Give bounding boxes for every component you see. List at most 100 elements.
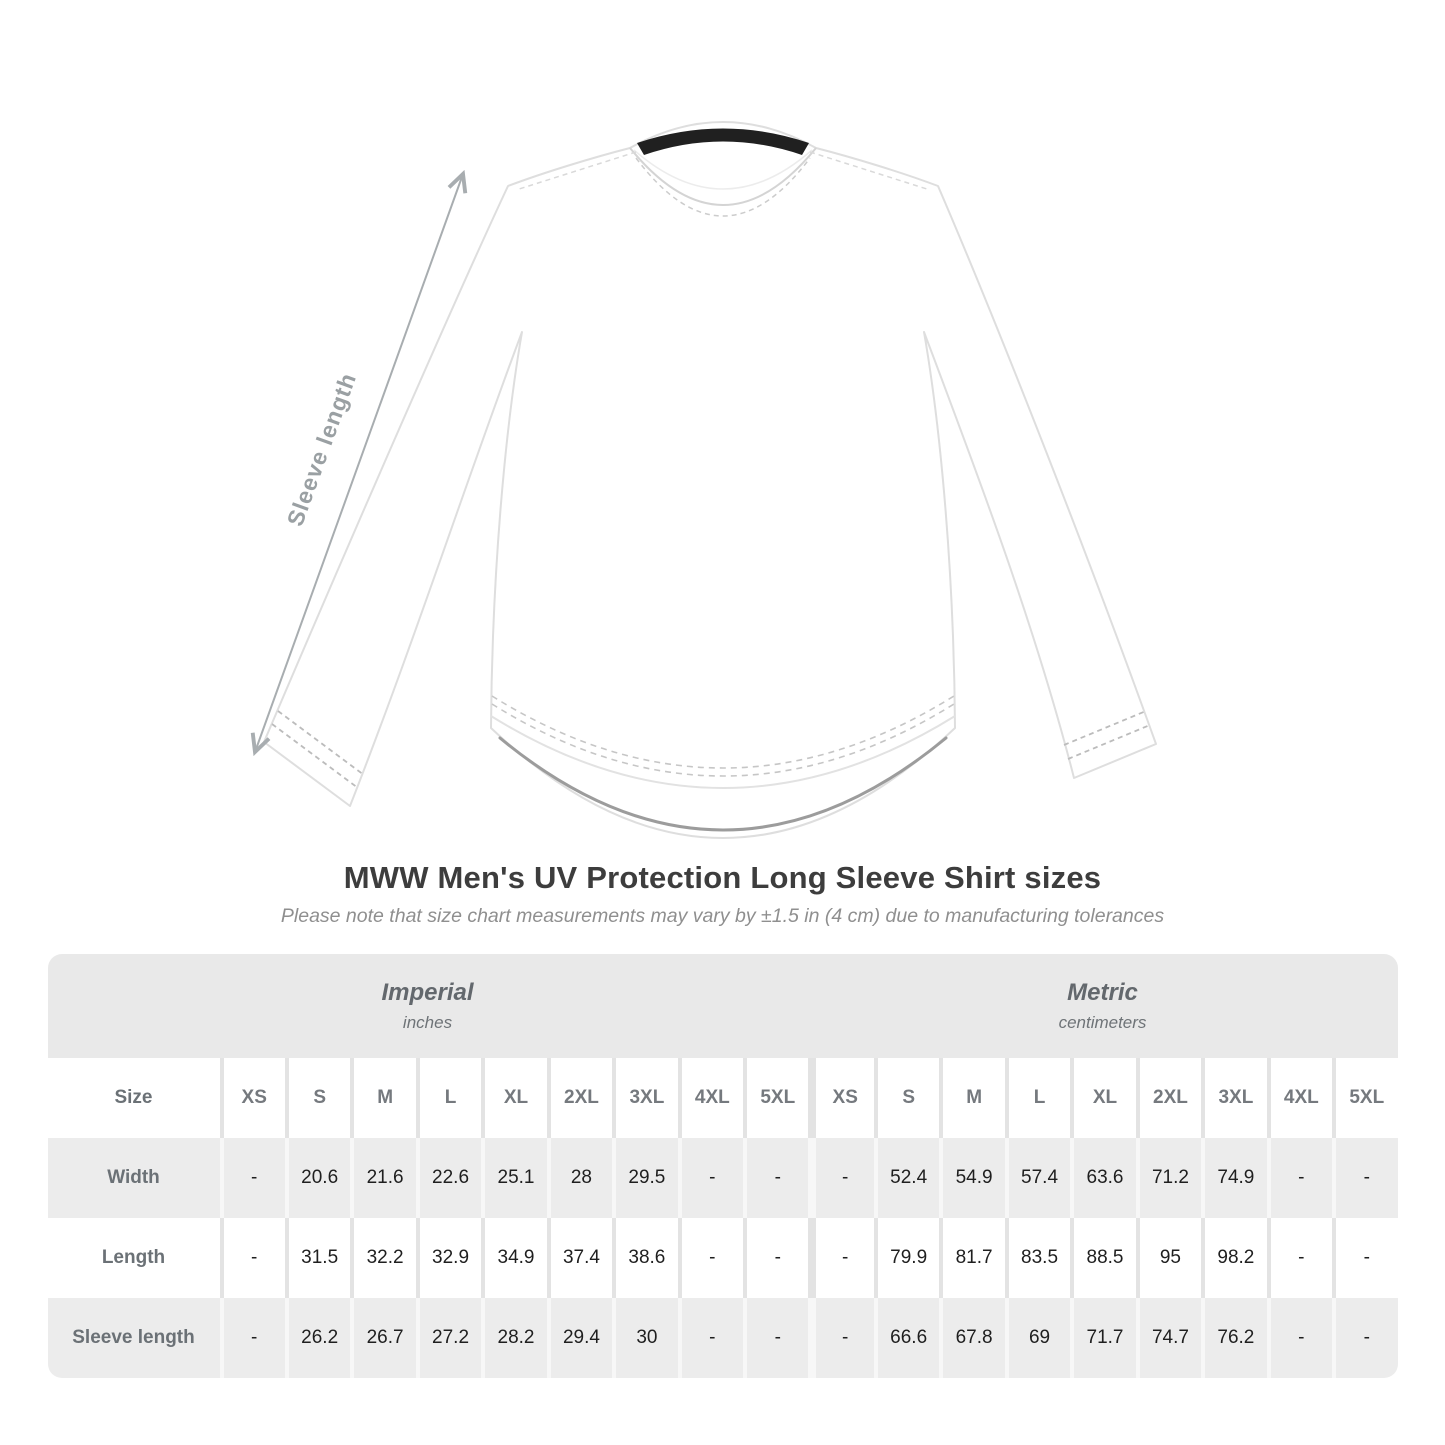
page-subtitle: Please note that size chart measurements… <box>280 905 1165 927</box>
table-row-length: Length - 31.5 32.2 32.9 34.9 37.4 38.6 -… <box>47 1218 1398 1298</box>
value-cell: 66.6 <box>873 1298 939 1378</box>
cuff-stitch-right <box>1063 710 1151 760</box>
table-row-width: Width - 20.6 21.6 22.6 25.1 28 29.5 - - … <box>47 1138 1398 1218</box>
imperial-header: Imperial inches <box>48 954 808 1058</box>
value-cell: 74.9 <box>1201 1138 1266 1218</box>
size-header-cell: S <box>284 1058 350 1138</box>
value-cell: - <box>1266 1138 1332 1218</box>
page-title: MWW Men's UV Protection Long Sleeve Shir… <box>343 860 1102 895</box>
value-cell: - <box>677 1298 743 1378</box>
value-cell: 21.6 <box>350 1138 415 1218</box>
value-cell: 76.2 <box>1201 1298 1266 1378</box>
value-cell: 38.6 <box>612 1218 677 1298</box>
value-cell: 28.2 <box>481 1298 546 1378</box>
size-header-cell: L <box>415 1058 481 1138</box>
value-cell: 88.5 <box>1070 1218 1135 1298</box>
shirt-illustration: Sleeve length <box>0 121 1157 839</box>
size-header-cell: 2XL <box>546 1058 612 1138</box>
size-header-cell: 4XL <box>1266 1058 1332 1138</box>
metric-title: Metric <box>1067 979 1138 1006</box>
front-hem-stitch <box>491 695 955 769</box>
value-cell: 37.4 <box>546 1218 612 1298</box>
table-row-sleeve-length: Sleeve length - 26.2 26.7 27.2 28.2 29.4… <box>47 1298 1398 1378</box>
value-cell: - <box>219 1298 285 1378</box>
value-cell: 71.2 <box>1135 1138 1201 1218</box>
value-cell: - <box>808 1138 873 1218</box>
value-cell: 98.2 <box>1201 1218 1266 1298</box>
value-cell: - <box>1332 1138 1397 1218</box>
row-label: Sleeve length <box>72 1327 195 1348</box>
value-cell: 81.7 <box>939 1218 1004 1298</box>
value-cell: 26.2 <box>284 1298 350 1378</box>
value-cell: 30 <box>612 1298 677 1378</box>
size-header-cell: M <box>939 1058 1004 1138</box>
value-cell: 71.7 <box>1070 1298 1135 1378</box>
value-cell: - <box>219 1138 285 1218</box>
front-hem-edge <box>490 715 956 789</box>
value-cell: - <box>1266 1298 1332 1378</box>
value-cell: - <box>1332 1218 1397 1298</box>
size-header-cell: XL <box>1070 1058 1135 1138</box>
size-column-header: Size <box>114 1087 153 1108</box>
value-cell: 83.5 <box>1004 1218 1070 1298</box>
value-cell: - <box>677 1138 743 1218</box>
shirt-svg: Sleeve length <box>0 121 1157 839</box>
value-cell: 29.4 <box>546 1298 612 1378</box>
value-cell: 32.9 <box>415 1218 481 1298</box>
row-label: Length <box>101 1247 166 1268</box>
value-cell: 67.8 <box>939 1298 1004 1378</box>
value-cell: 79.9 <box>873 1218 939 1298</box>
collar-stitch <box>635 157 811 217</box>
back-hem-trim <box>498 736 948 832</box>
value-cell: 54.9 <box>939 1138 1004 1218</box>
size-header-cell: 3XL <box>612 1058 677 1138</box>
units-header-row: Imperial inches Metric centimeters <box>47 954 1398 1058</box>
value-cell: - <box>808 1218 873 1298</box>
size-header-cell: 4XL <box>677 1058 743 1138</box>
value-cell: - <box>677 1218 743 1298</box>
size-header-cell: XS <box>219 1058 285 1138</box>
size-header-cell: 2XL <box>1135 1058 1201 1138</box>
sleeve-length-arrow <box>255 174 463 752</box>
metric-header: Metric centimeters <box>808 954 1398 1058</box>
row-label: Width <box>107 1167 160 1188</box>
value-cell: 28 <box>546 1138 612 1218</box>
sleeve-length-label: Sleeve length <box>282 369 362 529</box>
value-cell: - <box>743 1138 808 1218</box>
value-cell: 57.4 <box>1004 1138 1070 1218</box>
size-table: Imperial inches Metric centimeters Size … <box>47 954 1398 1378</box>
value-cell: 63.6 <box>1070 1138 1135 1218</box>
size-header-cell: XS <box>808 1058 873 1138</box>
imperial-subtitle: inches <box>402 1013 453 1032</box>
value-cell: 29.5 <box>612 1138 677 1218</box>
front-hem-stitch <box>491 703 955 777</box>
value-cell: 34.9 <box>481 1218 546 1298</box>
value-cell: 25.1 <box>481 1138 546 1218</box>
imperial-title: Imperial <box>381 979 474 1006</box>
value-cell: - <box>219 1218 285 1298</box>
value-cell: - <box>1332 1298 1397 1378</box>
value-cell: - <box>1266 1218 1332 1298</box>
size-header-cell: M <box>350 1058 415 1138</box>
value-cell: 26.7 <box>350 1298 415 1378</box>
value-cell: 52.4 <box>873 1138 939 1218</box>
size-header-cell: XL <box>481 1058 546 1138</box>
value-cell: 32.2 <box>350 1218 415 1298</box>
shirt-body <box>263 121 1157 839</box>
value-cell: - <box>743 1298 808 1378</box>
size-header-cell: 5XL <box>1332 1058 1397 1138</box>
value-cell: 69 <box>1004 1298 1070 1378</box>
value-cell: 95 <box>1135 1218 1201 1298</box>
value-cell: 31.5 <box>284 1218 350 1298</box>
metric-subtitle: centimeters <box>1058 1013 1147 1032</box>
size-header-cell: L <box>1004 1058 1070 1138</box>
shoulder-seam <box>515 151 931 191</box>
value-cell: 22.6 <box>415 1138 481 1218</box>
size-header-row: Size XS S M L XL 2XL 3XL 4XL 5XL XS S M … <box>47 1058 1398 1138</box>
collar-inner-edge <box>633 149 813 190</box>
value-cell: - <box>743 1218 808 1298</box>
collar-band <box>637 128 809 155</box>
value-cell: 20.6 <box>284 1138 350 1218</box>
collar-outer-seam <box>629 147 817 206</box>
